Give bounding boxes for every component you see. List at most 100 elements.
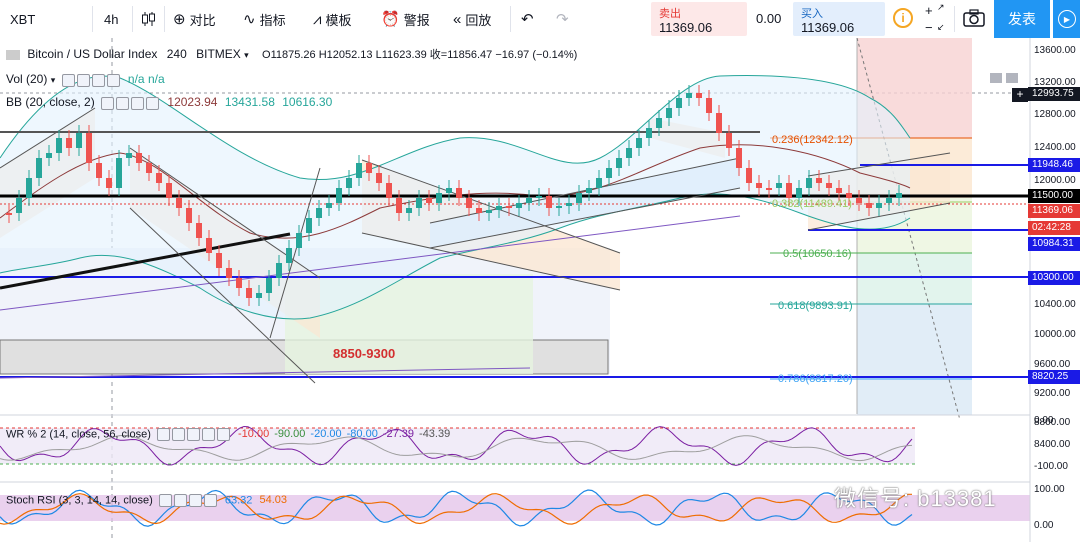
candle-body: [686, 93, 692, 98]
candle-body: [736, 148, 742, 168]
price-label: 10300.00: [1028, 271, 1080, 285]
main-chart[interactable]: 8850-9300 0.236(12342.12) 0.382(11489.41…: [0, 38, 1080, 542]
indicator-controls[interactable]: [101, 96, 161, 110]
redo-button[interactable]: ↷: [556, 0, 573, 38]
price-tick: 12400.00: [1034, 142, 1076, 153]
zoom-out-icon[interactable]: −: [925, 20, 933, 35]
candle-body: [466, 198, 472, 208]
camera-icon[interactable]: [963, 9, 985, 30]
alert-button[interactable]: ⏰ 警报: [381, 0, 430, 38]
candle-body: [286, 248, 292, 263]
indicator-controls[interactable]: [158, 494, 219, 507]
symbol-label: XBT: [10, 11, 36, 27]
fib-0786-label: 0.786(8817.20): [778, 373, 853, 385]
candle-body: [666, 108, 672, 118]
price-axis[interactable]: [1030, 38, 1080, 542]
undo-button[interactable]: ↶: [521, 0, 538, 38]
candle-body: [406, 208, 412, 213]
replay-button[interactable]: «回放: [453, 0, 491, 38]
wr-tick: -100.00: [1034, 461, 1068, 472]
fib-0236-label: 0.236(12342.12): [772, 134, 853, 146]
chevron-down-icon[interactable]: ▾: [50, 75, 56, 85]
play-button[interactable]: ▶: [1052, 0, 1080, 38]
buy-button[interactable]: 买入 11369.06: [793, 2, 885, 36]
play-icon: ▶: [1058, 10, 1076, 28]
candle-body: [706, 98, 712, 113]
candle-body: [586, 188, 592, 193]
info-icon[interactable]: i: [893, 8, 913, 28]
interval-button[interactable]: 4h: [104, 0, 118, 38]
spread-value: 0.00: [756, 11, 782, 26]
divider: [954, 6, 955, 32]
templates-button[interactable]: ⩘ 模板: [313, 0, 351, 38]
indicator-controls[interactable]: [156, 428, 232, 441]
channel-line: [361, 159, 621, 254]
candle-body: [506, 206, 512, 208]
candle-body: [806, 178, 812, 188]
ohlc-values: O11875.26 H12052.13 L11623.39 收=11856.47…: [262, 49, 578, 61]
price-tick: 9600.00: [1034, 359, 1071, 370]
chevron-down-icon[interactable]: ▾: [244, 50, 249, 60]
candle-body: [546, 196, 552, 208]
compare-label: 对比: [189, 12, 216, 28]
indicators-button[interactable]: ∿ 指标: [243, 0, 286, 38]
divider: [132, 6, 133, 32]
stoch-legend: Stoch RSI (3, 3, 14, 14, close) 63.32 54…: [6, 494, 287, 507]
expand-icon[interactable]: ↗: [937, 2, 945, 12]
candle-body: [96, 163, 102, 178]
candle-body: [596, 178, 602, 188]
candle-body: [36, 158, 42, 178]
candle-body: [276, 263, 282, 278]
candle-body: [296, 233, 302, 248]
price-label: 02:42:28: [1028, 221, 1080, 235]
channel-line: [807, 152, 951, 177]
legend-exchange: BITMEX: [196, 47, 241, 61]
candle-body: [136, 153, 142, 163]
price-tick: 13200.00: [1034, 77, 1076, 88]
zoom-in-icon[interactable]: +: [925, 3, 933, 18]
candle-body: [196, 223, 202, 238]
scroll-down-icon[interactable]: [990, 73, 1002, 83]
candle-body: [246, 288, 252, 298]
rewind-icon: «: [453, 10, 462, 28]
candle-body: [386, 183, 392, 198]
indicator-controls[interactable]: [61, 73, 122, 87]
candle-body: [476, 208, 482, 213]
wr-value: -20.00: [310, 428, 342, 441]
candle-body: [6, 213, 12, 215]
wr-band: [0, 428, 915, 464]
candle-body: [426, 198, 432, 203]
settings-icon[interactable]: [1006, 73, 1018, 83]
wr-slow-line: [0, 434, 913, 462]
alarm-clock-icon: ⏰: [381, 11, 400, 28]
long-trendline: [0, 215, 741, 311]
add-alert-button[interactable]: +: [1012, 88, 1028, 102]
sell-label: 卖出: [659, 8, 681, 20]
candle-body: [326, 203, 332, 208]
candle-body: [646, 128, 652, 138]
candle-body: [226, 268, 232, 278]
candle-body: [126, 153, 132, 158]
candle-body: [106, 178, 112, 188]
candle-body: [396, 198, 402, 213]
wr-fast-line: [0, 425, 913, 466]
candle-body: [306, 218, 312, 233]
fib-0382-label: 0.382(11489.41): [772, 198, 852, 210]
divider: [510, 6, 511, 32]
compare-button[interactable]: ⊕ 对比: [173, 0, 216, 38]
candle-body: [16, 198, 22, 213]
sell-button[interactable]: 卖出 11369.06: [651, 2, 747, 36]
price-label: 11369.06: [1028, 204, 1080, 218]
symbol-title: Bitcoin / US Dollar Index: [27, 47, 158, 61]
collapse-icon[interactable]: ↙: [937, 22, 945, 32]
collapse-icon[interactable]: [6, 49, 20, 60]
interval-label: 4h: [104, 11, 119, 27]
publish-button[interactable]: 发表: [994, 0, 1050, 38]
price-label: 11948.46: [1028, 158, 1080, 172]
chart-type-button[interactable]: [140, 0, 156, 38]
fib-05-label: 0.5(10650.16): [783, 248, 852, 260]
candle-body: [886, 198, 892, 203]
symbol-search-button[interactable]: XBT: [10, 0, 35, 38]
candle-body: [156, 173, 162, 183]
candle-body: [256, 293, 262, 298]
